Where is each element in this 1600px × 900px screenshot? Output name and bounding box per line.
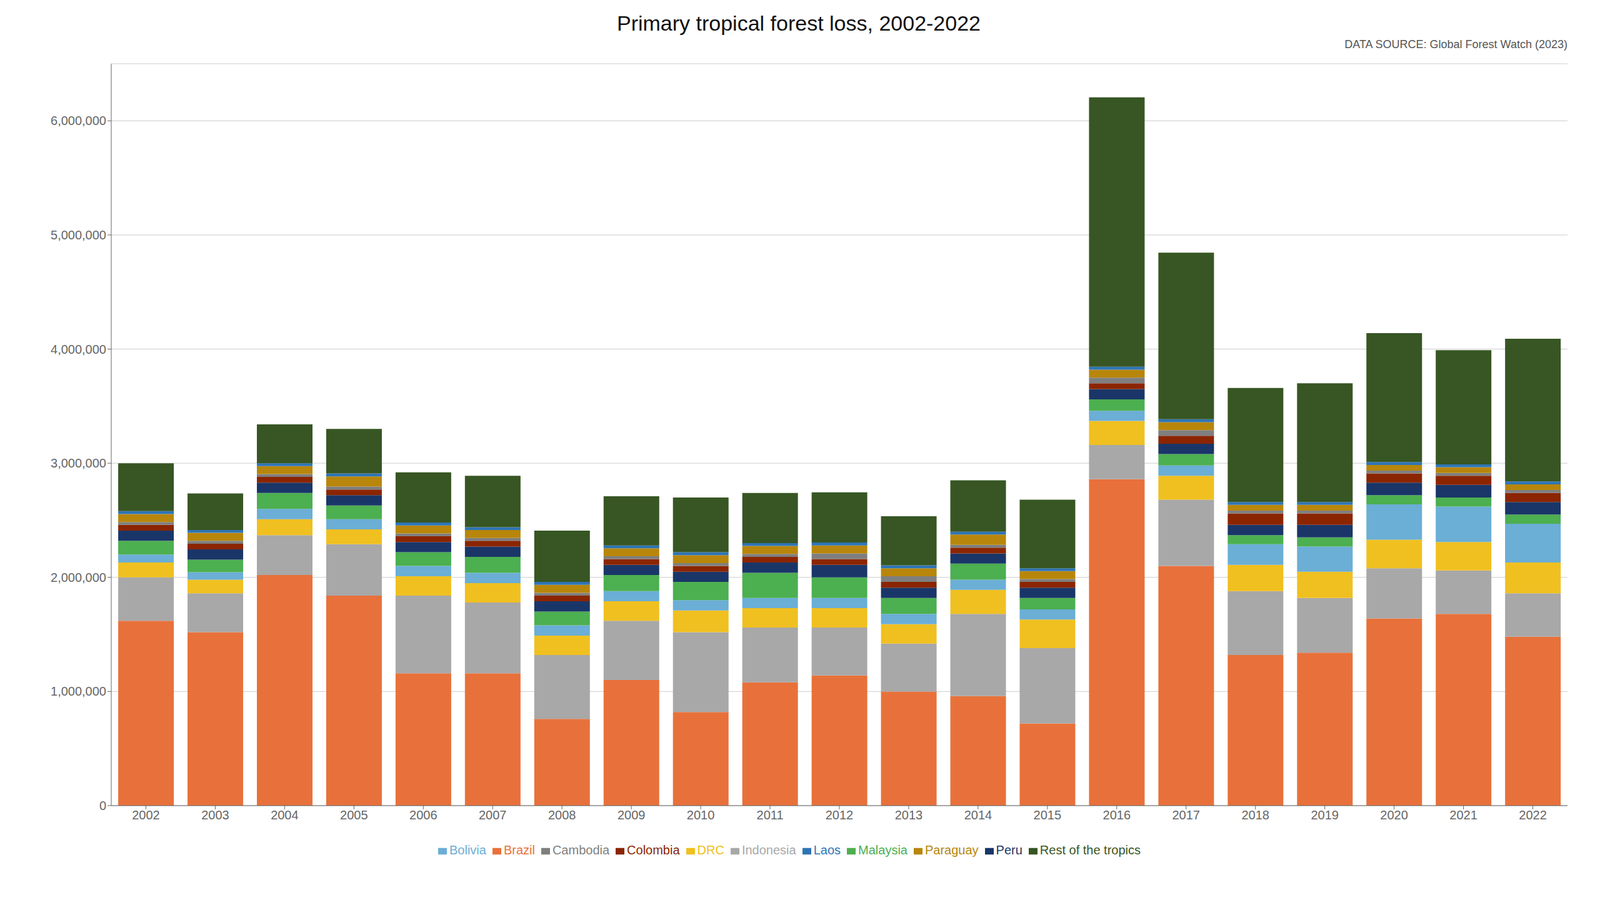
svg-text:2018: 2018: [1241, 808, 1270, 822]
html-text:Brazil: Brazil: [503, 843, 535, 857]
svg-text:2,000,000: 2,000,000: [50, 570, 107, 585]
svg-text:2021: 2021: [1449, 808, 1478, 822]
svg-text:2017: 2017: [1172, 808, 1201, 822]
html-text:Colombia: Colombia: [626, 843, 680, 857]
svg-text:2016: 2016: [1103, 808, 1132, 822]
svg-text:2004: 2004: [270, 808, 299, 822]
svg-text:2015: 2015: [1033, 808, 1062, 822]
svg-text:2020: 2020: [1380, 808, 1409, 822]
svg-text:2006: 2006: [409, 808, 438, 822]
svg-text:2008: 2008: [548, 808, 577, 822]
html-text:Primary tropical forest loss,: Primary tropical forest loss, 2002-2022: [616, 11, 981, 35]
svg-text:6,000,000: 6,000,000: [50, 113, 107, 128]
svg-text:1,000,000: 1,000,000: [50, 684, 107, 699]
html-text:Malaysia: Malaysia: [858, 843, 908, 857]
svg-text:2012: 2012: [825, 808, 854, 822]
svg-text:2022: 2022: [1518, 808, 1547, 822]
html-text:Laos: Laos: [813, 843, 841, 857]
svg-text:5,000,000: 5,000,000: [50, 228, 107, 242]
html-text:Indonesia: Indonesia: [741, 843, 797, 857]
svg-text:2002: 2002: [131, 808, 160, 822]
svg-text:0: 0: [99, 798, 107, 813]
svg-text:2011: 2011: [756, 808, 784, 822]
html-text:Peru: Peru: [996, 843, 1023, 857]
svg-text:2010: 2010: [686, 808, 715, 822]
svg-text:2014: 2014: [964, 808, 993, 822]
svg-text:2007: 2007: [478, 808, 507, 822]
svg-text:2003: 2003: [201, 808, 230, 822]
svg-text:4,000,000: 4,000,000: [50, 342, 107, 357]
svg-text:2009: 2009: [617, 808, 646, 822]
svg-text:2013: 2013: [895, 808, 924, 822]
html-text:Bolivia: Bolivia: [449, 843, 487, 857]
svg-text:2019: 2019: [1310, 808, 1339, 822]
svg-text:2005: 2005: [340, 808, 369, 822]
svg-text:3,000,000: 3,000,000: [50, 456, 107, 470]
html-text:DRC: DRC: [697, 843, 725, 857]
html-text:Rest of the tropics: Rest of the tropics: [1039, 843, 1141, 857]
html-text:Cambodia: Cambodia: [552, 843, 610, 857]
html-text:DATA SOURCE: Global Forest Wat: DATA SOURCE: Global Forest Watch (2023): [1344, 38, 1568, 51]
html-text:Paraguay: Paraguay: [925, 843, 979, 857]
